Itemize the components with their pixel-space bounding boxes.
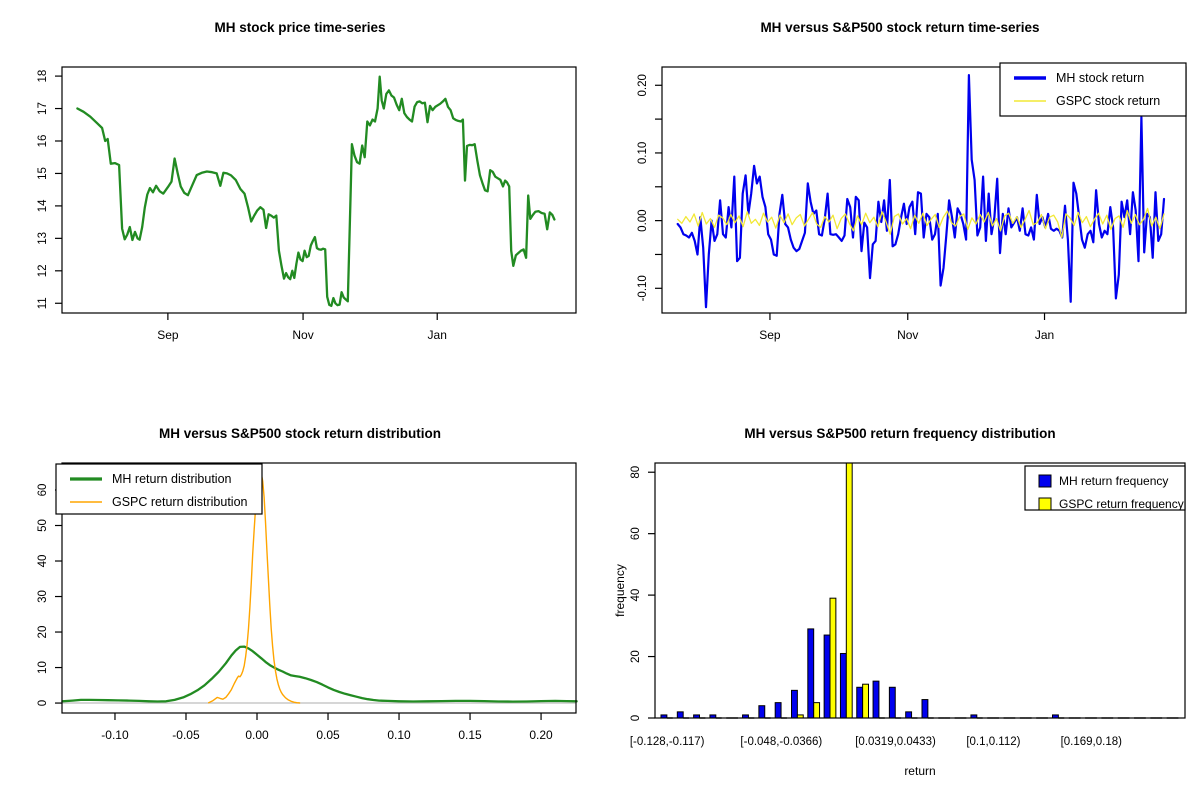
svg-text:40: 40	[37, 555, 49, 568]
svg-text:0.10: 0.10	[637, 142, 649, 164]
svg-text:40: 40	[630, 589, 642, 602]
frequency-chart-panel: MH versus S&P500 return frequency distri…	[600, 400, 1200, 800]
svg-text:0: 0	[630, 715, 642, 721]
svg-text:0.00: 0.00	[245, 728, 269, 742]
svg-text:Nov: Nov	[292, 328, 313, 342]
svg-text:0.10: 0.10	[387, 728, 411, 742]
svg-text:18: 18	[37, 70, 49, 83]
price-chart-plot: 11 12 13 14 15 16 17 18 Sep Nov Jan	[37, 66, 577, 342]
returns-chart-title: MH versus S&P500 stock return time-serie…	[760, 20, 1040, 35]
svg-text:GSPC return distribution: GSPC return distribution	[112, 495, 248, 509]
svg-text:50: 50	[37, 519, 49, 532]
svg-text:MH stock return: MH stock return	[1056, 71, 1144, 85]
svg-text:MH return distribution: MH return distribution	[112, 472, 232, 486]
svg-text:Sep: Sep	[157, 328, 179, 342]
svg-text:80: 80	[630, 466, 642, 479]
svg-text:Nov: Nov	[897, 328, 918, 342]
svg-text:30: 30	[37, 590, 49, 603]
svg-text:Jan: Jan	[428, 328, 447, 342]
svg-text:17: 17	[37, 102, 49, 115]
svg-text:MH return frequency: MH return frequency	[1059, 474, 1168, 488]
svg-text:[0.0319,0.0433): [0.0319,0.0433)	[855, 736, 936, 748]
density-chart-title: MH versus S&P500 stock return distributi…	[158, 426, 442, 441]
svg-text:13: 13	[37, 232, 49, 245]
svg-text:20: 20	[37, 626, 49, 639]
svg-text:0.20: 0.20	[637, 74, 649, 96]
svg-text:-0.10: -0.10	[637, 275, 649, 301]
svg-text:Sep: Sep	[759, 328, 781, 342]
svg-text:[-0.048,-0.0366): [-0.048,-0.0366)	[740, 736, 822, 748]
density-chart-panel: MH versus S&P500 stock return distributi…	[0, 400, 600, 800]
svg-text:-0.10: -0.10	[101, 728, 129, 742]
svg-text:frequency: frequency	[613, 564, 627, 617]
returns-chart-plot: -0.10 0.00 0.10 0.20 Sep Nov Jan MH stock retur…	[637, 62, 1187, 342]
frequency-chart-title: MH versus S&P500 return frequency distri…	[744, 426, 1056, 441]
svg-text:12: 12	[37, 264, 49, 277]
svg-text:0.00: 0.00	[637, 209, 649, 231]
svg-text:0.20: 0.20	[529, 728, 553, 742]
density-chart-plot: 0 10 20 30 40 50 60 -0.10 -0.05 0.00 0.05 0.10 0.15 0…	[37, 462, 578, 742]
svg-text:16: 16	[37, 135, 49, 148]
frequency-chart-plot: [-0.128,-0.117) [-0.048,-0.0366) [0.0319,0…	[613, 462, 1186, 778]
svg-text:11: 11	[37, 297, 49, 309]
svg-text:[0.169,0.18): [0.169,0.18)	[1061, 736, 1123, 748]
svg-text:return: return	[904, 764, 935, 778]
svg-text:[0.1,0.112): [0.1,0.112)	[966, 736, 1020, 748]
svg-text:20: 20	[630, 650, 642, 663]
svg-text:[-0.128,-0.117): [-0.128,-0.117)	[630, 736, 705, 748]
svg-text:15: 15	[37, 167, 49, 180]
svg-text:10: 10	[37, 661, 49, 674]
svg-text:Jan: Jan	[1035, 328, 1054, 342]
svg-text:0.15: 0.15	[458, 728, 482, 742]
svg-text:60: 60	[37, 484, 49, 497]
svg-text:GSPC stock return: GSPC stock return	[1056, 94, 1160, 108]
price-chart-panel: MH stock price time-series 11 12 13 14 15 16 1…	[0, 0, 600, 400]
svg-text:GSPC return frequency: GSPC return frequency	[1059, 497, 1184, 511]
svg-text:0: 0	[37, 700, 49, 706]
svg-text:60: 60	[630, 527, 642, 540]
price-chart-title: MH stock price time-series	[214, 20, 386, 35]
svg-text:14: 14	[37, 199, 49, 212]
svg-text:-0.05: -0.05	[172, 728, 200, 742]
svg-text:0.05: 0.05	[316, 728, 340, 742]
returns-chart-panel: MH versus S&P500 stock return time-serie…	[600, 0, 1200, 400]
